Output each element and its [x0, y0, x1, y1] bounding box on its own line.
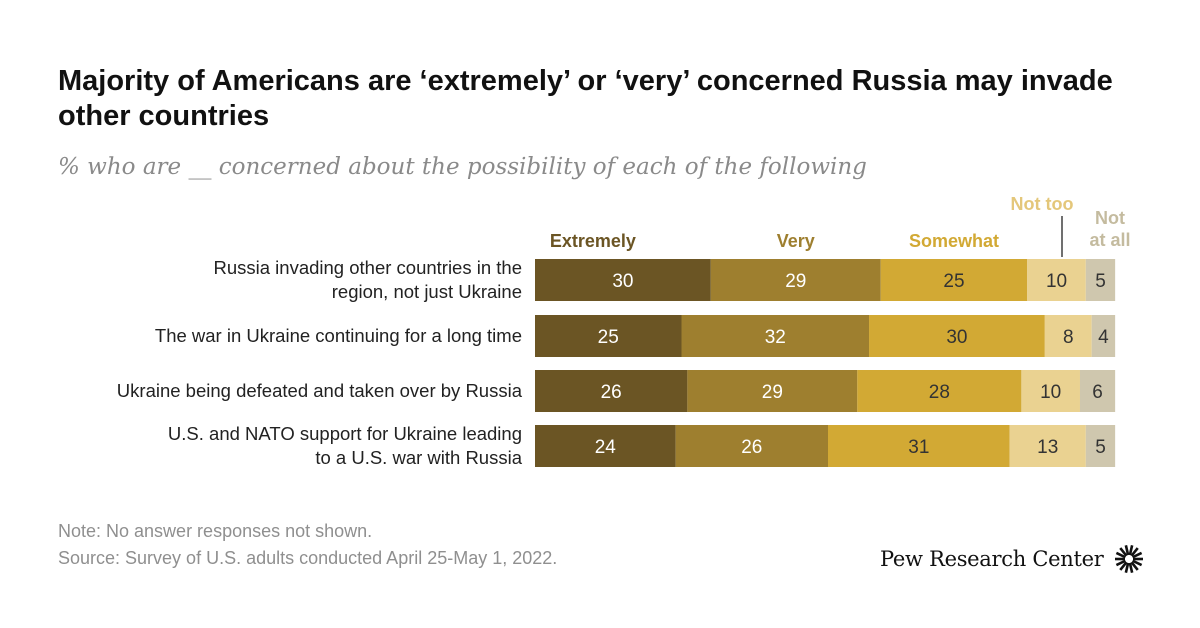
bar-segment: [1085, 259, 1116, 301]
category-label: to a U.S. war with Russia: [315, 447, 522, 468]
bar-segment: [1021, 370, 1080, 412]
bar-segment: [1027, 259, 1086, 301]
value-label: 31: [908, 437, 929, 458]
bar-segment: [1009, 425, 1086, 467]
bar-segment: [857, 370, 1022, 412]
bar-segment: [535, 370, 688, 412]
value-label: 13: [1037, 437, 1058, 458]
value-label: 4: [1098, 327, 1109, 348]
pew-logo: Pew Research Center: [880, 544, 1145, 574]
legend-label: at all: [1089, 230, 1130, 250]
value-label: 10: [1046, 271, 1067, 292]
category-label: Russia invading other countries in the: [213, 257, 522, 278]
value-label: 29: [762, 382, 783, 403]
value-label: 32: [765, 327, 786, 348]
category-label: region, not just Ukraine: [332, 281, 522, 302]
pew-sunburst-icon: [1115, 545, 1144, 573]
value-label: 24: [595, 437, 617, 458]
bar-segment: [880, 259, 1028, 301]
bar-segment: [710, 259, 881, 301]
category-label: U.S. and NATO support for Ukraine leadin…: [168, 423, 522, 444]
value-label: 6: [1092, 382, 1103, 403]
category-label: Ukraine being defeated and taken over by…: [117, 380, 523, 401]
chart-subtitle: % who are __ concerned about the possibi…: [58, 154, 867, 180]
bar-segment: [1044, 315, 1092, 357]
value-label: 29: [785, 271, 806, 292]
bar-segment: [535, 425, 676, 467]
bar-segment: [675, 425, 828, 467]
bar-segment: [828, 425, 1010, 467]
category-label: The war in Ukraine continuing for a long…: [155, 325, 522, 346]
bar-segment: [869, 315, 1045, 357]
bar-segment: [687, 370, 858, 412]
legend-label: Somewhat: [909, 231, 999, 251]
legend-label: Not too: [1011, 194, 1074, 214]
value-label: 5: [1095, 271, 1106, 292]
chart-source: Source: Survey of U.S. adults conducted …: [58, 548, 558, 568]
value-label: 5: [1095, 437, 1106, 458]
brand-name: Pew Research Center: [880, 547, 1104, 571]
bar-segment: [1085, 425, 1116, 467]
value-label: 30: [946, 327, 967, 348]
value-label: 8: [1063, 327, 1074, 348]
bar-segment: [535, 259, 711, 301]
legend-label: Extremely: [550, 231, 636, 251]
bar-segment: [681, 315, 870, 357]
legend-label: Not: [1095, 208, 1125, 228]
chart-note: Note: No answer responses not shown.: [58, 521, 373, 541]
value-label: 26: [741, 437, 762, 458]
value-label: 28: [929, 382, 950, 403]
value-label: 25: [598, 327, 619, 348]
value-label: 30: [612, 271, 633, 292]
value-label: 10: [1040, 382, 1061, 403]
bar-segment: [1091, 315, 1116, 357]
bar-segment: [1079, 370, 1116, 412]
value-label: 26: [601, 382, 622, 403]
chart-title: Majority of Americans are ‘extremely’ or…: [58, 65, 1113, 132]
bar-segment: [535, 315, 682, 357]
legend-label: Very: [777, 231, 815, 251]
value-label: 25: [943, 271, 964, 292]
